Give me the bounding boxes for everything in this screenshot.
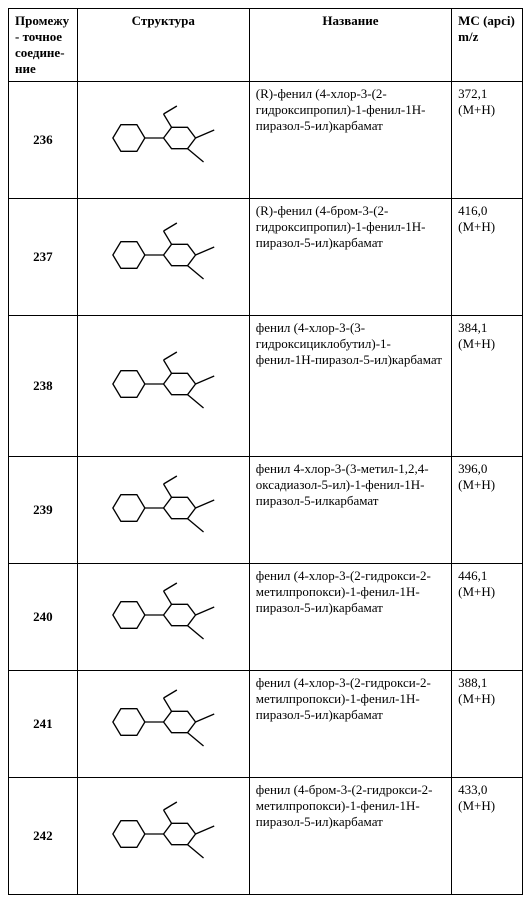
compound-ms: 396,0 (M+H) [452, 457, 523, 564]
compound-structure [77, 671, 249, 778]
table-row: 239 фенил 4-хлор-3-(3-метил-1,2,4-оксади… [9, 457, 523, 564]
table-row: 242 фенил (4-бром-3-(2-гидрокси-2-метилп… [9, 778, 523, 895]
table-row: 236 (R)-фенил (4-хлор-3-(2-гидроксипропи… [9, 82, 523, 199]
compound-ms: 416,0 (M+H) [452, 199, 523, 316]
compound-structure [77, 82, 249, 199]
compound-structure [77, 199, 249, 316]
structure-diagram-icon [92, 794, 235, 874]
structure-diagram-icon [92, 344, 235, 424]
compound-structure [77, 778, 249, 895]
compound-ms: 446,1 (M+H) [452, 564, 523, 671]
table-body: 236 (R)-фенил (4-хлор-3-(2-гидроксипропи… [9, 82, 523, 895]
compound-id: 241 [9, 671, 78, 778]
table-row: 241 фенил (4-хлор-3-(2-гидрокси-2-метилп… [9, 671, 523, 778]
compound-name: фенил (4-хлор-3-(2-гидрокси-2-метилпропо… [249, 564, 451, 671]
compound-id: 239 [9, 457, 78, 564]
compound-table: Промежу- точное соедине- ние Структура Н… [8, 8, 523, 895]
compound-ms: 384,1 (M+H) [452, 316, 523, 457]
compound-structure [77, 564, 249, 671]
compound-id: 240 [9, 564, 78, 671]
compound-ms: 372,1 (M+H) [452, 82, 523, 199]
structure-diagram-icon [92, 215, 235, 295]
col-header-id: Промежу- точное соедине- ние [9, 9, 78, 82]
col-header-structure: Структура [77, 9, 249, 82]
col-header-name: Название [249, 9, 451, 82]
compound-name: фенил (4-хлор-3-(2-гидрокси-2-метилпропо… [249, 671, 451, 778]
compound-id: 242 [9, 778, 78, 895]
compound-name: фенил 4-хлор-3-(3-метил-1,2,4-оксадиазол… [249, 457, 451, 564]
compound-name: фенил (4-бром-3-(2-гидрокси-2-метилпропо… [249, 778, 451, 895]
structure-diagram-icon [92, 682, 235, 762]
compound-id: 236 [9, 82, 78, 199]
compound-structure [77, 316, 249, 457]
compound-id: 238 [9, 316, 78, 457]
compound-id: 237 [9, 199, 78, 316]
structure-diagram-icon [92, 468, 235, 548]
compound-ms: 388,1 (M+H) [452, 671, 523, 778]
col-header-ms: МС (apci) m/z [452, 9, 523, 82]
table-row: 238 фенил (4-хлор-3-(3-гидроксициклобути… [9, 316, 523, 457]
structure-diagram-icon [92, 575, 235, 655]
compound-name: (R)-фенил (4-хлор-3-(2-гидроксипропил)-1… [249, 82, 451, 199]
compound-name: (R)-фенил (4-бром-3-(2-гидроксипропил)-1… [249, 199, 451, 316]
table-row: 240 фенил (4-хлор-3-(2-гидрокси-2-метилп… [9, 564, 523, 671]
compound-name: фенил (4-хлор-3-(3-гидроксициклобутил)-1… [249, 316, 451, 457]
table-row: 237 (R)-фенил (4-бром-3-(2-гидроксипропи… [9, 199, 523, 316]
structure-diagram-icon [92, 98, 235, 178]
compound-structure [77, 457, 249, 564]
table-header-row: Промежу- точное соедине- ние Структура Н… [9, 9, 523, 82]
compound-ms: 433,0 (M+H) [452, 778, 523, 895]
